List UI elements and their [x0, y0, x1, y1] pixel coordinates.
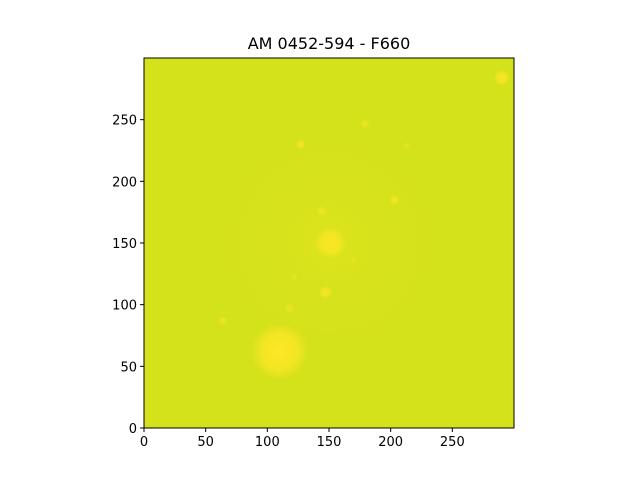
x-tick-label: 250 — [440, 435, 465, 450]
bright-source-2 — [318, 285, 332, 299]
bright-source-1 — [314, 226, 347, 260]
bright-source-8 — [218, 315, 228, 326]
bright-source-9 — [284, 303, 295, 314]
x-tick-label: 200 — [378, 435, 403, 450]
bright-source-5 — [295, 139, 306, 150]
y-tick-label: 100 — [112, 299, 137, 314]
bright-source-12 — [291, 274, 298, 281]
bright-source-10 — [403, 142, 410, 149]
y-tick-label: 250 — [112, 114, 137, 129]
y-tick-label: 0 — [129, 422, 137, 437]
bright-source-7 — [316, 206, 327, 216]
x-axis: 0 50 100 150 200 250 — [140, 428, 465, 450]
x-tick-label: 50 — [197, 435, 214, 450]
image-area — [144, 58, 514, 428]
y-tick-label: 200 — [112, 175, 137, 190]
bright-source-3 — [493, 69, 510, 86]
bright-source-0 — [250, 322, 309, 381]
source-layer — [218, 69, 510, 381]
y-tick-label: 150 — [112, 237, 137, 252]
x-tick-label: 150 — [317, 435, 342, 450]
bright-source-6 — [359, 118, 370, 129]
y-axis: 0 50 100 150 200 250 — [112, 114, 144, 437]
bright-source-11 — [350, 257, 357, 264]
y-tick-label: 50 — [120, 360, 137, 375]
x-tick-label: 0 — [140, 435, 148, 450]
x-tick-label: 100 — [255, 435, 280, 450]
chart-title: AM 0452-594 - F660 — [248, 34, 411, 53]
bright-source-4 — [389, 195, 400, 205]
